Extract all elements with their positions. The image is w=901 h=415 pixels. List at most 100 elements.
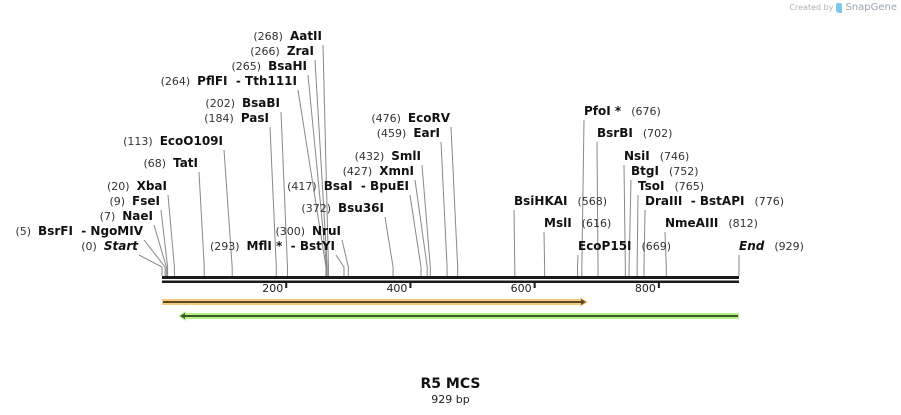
site-connector [167, 194, 175, 276]
site-name[interactable]: NmeAIII [665, 216, 718, 230]
restriction-site[interactable]: EcoP15I (669) [578, 239, 671, 253]
site-name[interactable]: MflI * - BstYI [247, 239, 335, 253]
restriction-site[interactable]: BsaI - BpuEI (417) [287, 179, 409, 193]
restriction-site[interactable]: PasI (184) [204, 111, 269, 125]
site-name[interactable]: EcoO109I [160, 134, 223, 148]
site-position: (746) [660, 150, 690, 163]
sequence-backbone [162, 276, 739, 283]
restriction-site[interactable]: XbaI (20) [107, 179, 167, 193]
restriction-site[interactable]: TsoI (765) [638, 179, 704, 193]
restriction-site[interactable]: Start (0) [81, 239, 139, 253]
site-connector [341, 239, 349, 276]
restriction-site[interactable]: NruI (300) [275, 224, 341, 238]
restriction-site[interactable]: SmlI (432) [355, 149, 421, 163]
restriction-site[interactable]: MslI (616) [544, 216, 611, 230]
restriction-site[interactable]: BsiHKAI (568) [514, 194, 607, 208]
site-name[interactable]: BsaHI [268, 59, 307, 73]
site-position: (702) [643, 127, 673, 140]
site-connector [307, 74, 328, 276]
site-name[interactable]: EcoRV [408, 111, 451, 125]
site-name[interactable]: XmnI [379, 164, 414, 178]
restriction-site[interactable]: NaeI (7) [100, 209, 153, 223]
site-name[interactable]: EarI [413, 126, 440, 140]
restriction-site[interactable]: PflFI - Tth111I (264) [161, 74, 297, 88]
site-name[interactable]: Start [104, 239, 139, 253]
restriction-site[interactable]: EcoRV (476) [371, 111, 450, 125]
restriction-site[interactable]: BsrBI (702) [597, 126, 672, 140]
restriction-site[interactable]: End (929) [739, 239, 804, 253]
site-name[interactable]: MslI [544, 216, 572, 230]
site-position: (268) [253, 30, 283, 43]
site-name[interactable]: FseI [132, 194, 160, 208]
site-name[interactable]: BtgI [631, 164, 659, 178]
site-position: (459) [377, 127, 407, 140]
site-connector [643, 209, 646, 276]
site-position: (812) [728, 217, 758, 230]
site-connector [596, 141, 599, 276]
restriction-site[interactable]: ZraI (266) [250, 44, 314, 58]
site-name[interactable]: ZraI [287, 44, 314, 58]
restriction-site[interactable]: FseI (9) [109, 194, 160, 208]
site-position: (776) [754, 195, 784, 208]
site-name[interactable]: TsoI [638, 179, 664, 193]
site-name[interactable]: DraIII - BstAPI [645, 194, 744, 208]
site-name[interactable]: BsrBI [597, 126, 633, 140]
site-name[interactable]: Bsu36I [338, 201, 384, 215]
restriction-site[interactable]: Bsu36I (372) [301, 201, 384, 215]
restriction-site[interactable]: BsrFI - NgoMIV (5) [15, 224, 143, 238]
site-name[interactable]: BsiHKAI [514, 194, 568, 208]
site-name[interactable]: BsrFI - NgoMIV [38, 224, 144, 238]
site-name[interactable]: AatII [290, 29, 322, 43]
tick-label: 400 [386, 282, 407, 295]
restriction-site[interactable]: NmeAIII (812) [665, 216, 758, 230]
restriction-site[interactable]: BtgI (752) [631, 164, 699, 178]
site-name[interactable]: SmlI [391, 149, 421, 163]
site-connector [153, 224, 167, 276]
restriction-site[interactable]: PfoI * (676) [584, 104, 661, 118]
site-name[interactable]: BsaBI [242, 96, 280, 110]
site-name[interactable]: PflFI - Tth111I [197, 74, 297, 88]
restriction-site[interactable]: EcoO109I (113) [123, 134, 223, 148]
site-name[interactable]: EcoP15I [578, 239, 632, 253]
site-name[interactable]: PasI [241, 111, 269, 125]
site-connector [143, 239, 166, 276]
restriction-site[interactable]: AatII (268) [253, 29, 322, 43]
site-connector [335, 254, 345, 276]
site-name[interactable]: End [739, 239, 765, 253]
restriction-site[interactable]: TatI (68) [143, 156, 198, 170]
site-connector [297, 89, 327, 276]
site-name[interactable]: XbaI [137, 179, 167, 193]
site-connector-lines [138, 44, 740, 276]
site-position: (5) [15, 225, 31, 238]
restriction-site[interactable]: XmnI (427) [343, 164, 414, 178]
tick-mark [657, 282, 660, 288]
site-connector [409, 194, 422, 276]
arrowhead-icon [581, 299, 586, 305]
site-name[interactable]: BsaI - BpuEI [324, 179, 409, 193]
restriction-site[interactable]: DraIII - BstAPI (776) [645, 194, 784, 208]
map-length: 929 bp [431, 393, 470, 406]
site-position: (752) [669, 165, 699, 178]
restriction-site[interactable]: BsaBI (202) [205, 96, 280, 110]
site-connector [543, 231, 546, 276]
site-position: (0) [81, 240, 97, 253]
site-position: (265) [232, 60, 262, 73]
site-connector [581, 119, 585, 276]
site-name[interactable]: NsiI [624, 149, 650, 163]
site-connector [450, 126, 459, 276]
site-connector [628, 179, 632, 276]
site-position: (184) [204, 112, 234, 125]
restriction-site[interactable]: MflI * - BstYI (293) [210, 239, 335, 253]
site-name[interactable]: TatI [173, 156, 198, 170]
site-name[interactable]: NruI [312, 224, 341, 238]
site-position: (264) [161, 75, 191, 88]
tick-label: 600 [511, 282, 532, 295]
site-position: (929) [774, 240, 804, 253]
restriction-site[interactable]: BsaHI (265) [232, 59, 308, 73]
restriction-site[interactable]: NsiI (746) [624, 149, 689, 163]
site-name[interactable]: NaeI [122, 209, 153, 223]
site-position: (202) [205, 97, 235, 110]
site-name[interactable]: PfoI * [584, 104, 622, 118]
site-position: (300) [275, 225, 305, 238]
restriction-site[interactable]: EarI (459) [377, 126, 440, 140]
